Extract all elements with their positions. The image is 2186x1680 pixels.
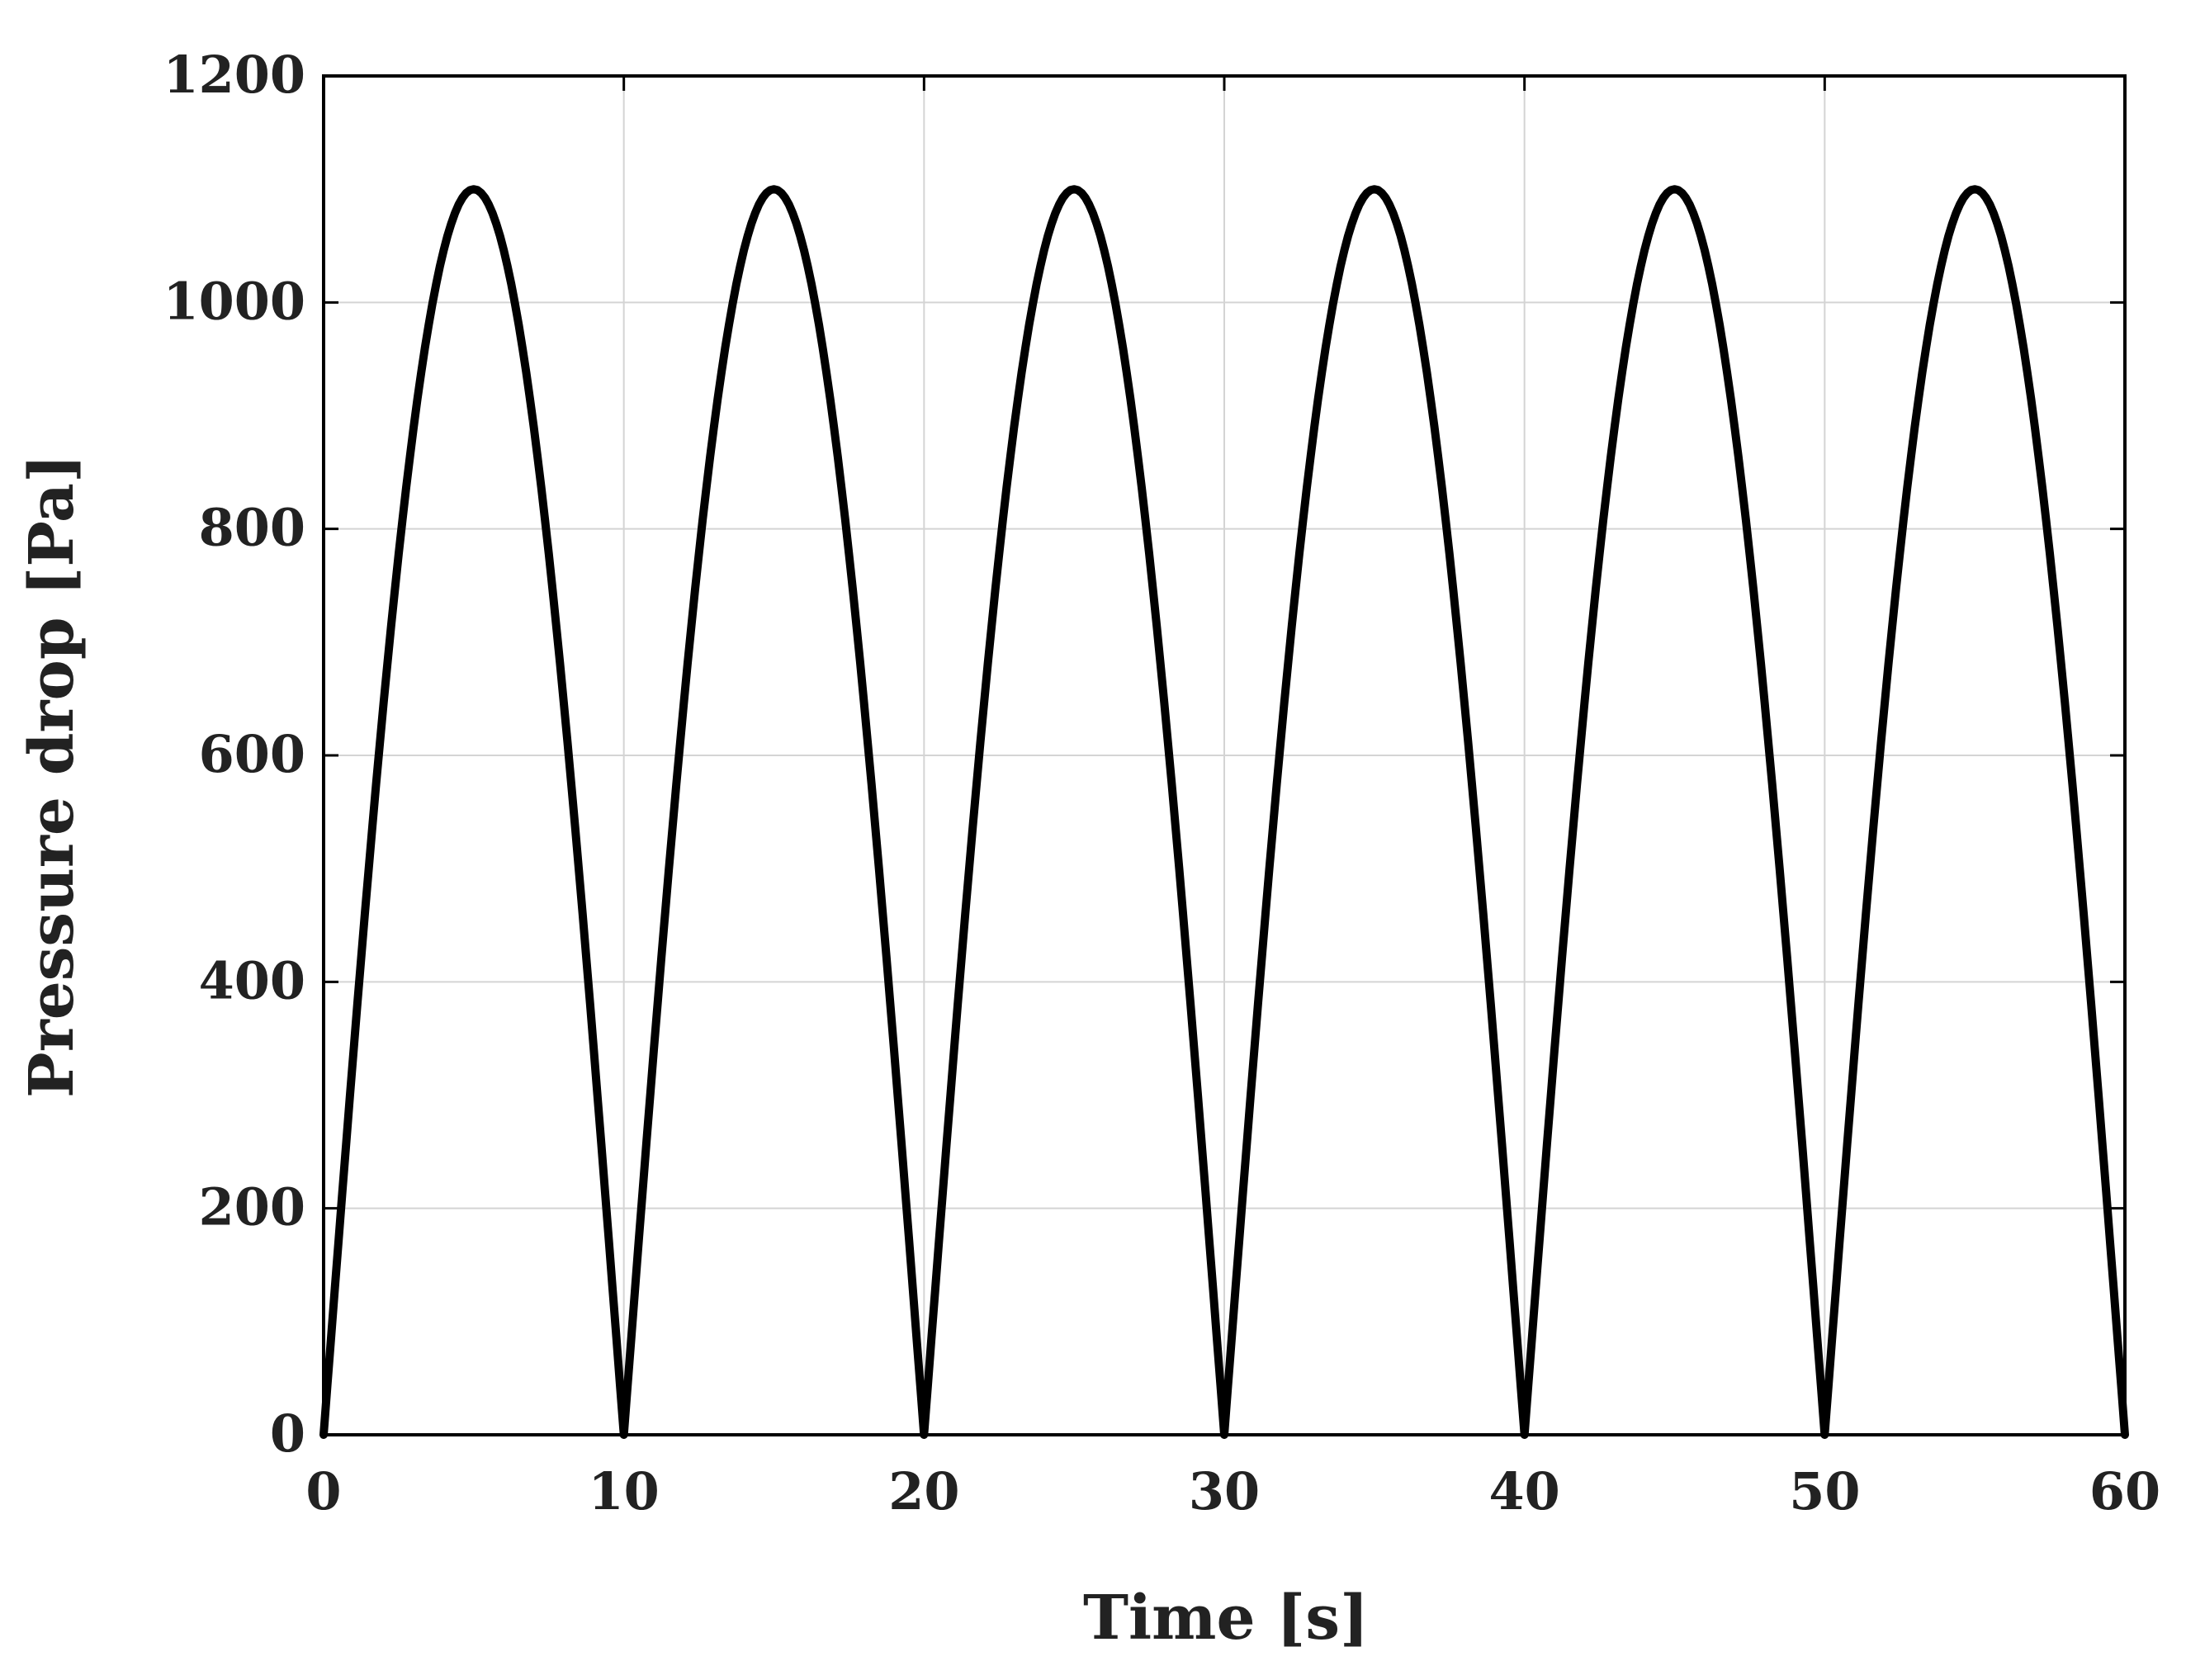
y-tick-label: 200 — [199, 1177, 305, 1238]
grid-layer — [323, 75, 2126, 1436]
y-axis-label: Pressure drop [Pa] — [17, 454, 88, 1098]
y-tick-label: 0 — [270, 1403, 305, 1464]
y-tick-label: 1000 — [163, 271, 305, 331]
x-tick-label: 60 — [2089, 1461, 2160, 1521]
x-tick-label: 40 — [1489, 1461, 1560, 1521]
x-tick-label: 10 — [589, 1461, 660, 1521]
x-tick-label: 30 — [1189, 1461, 1260, 1521]
x-tick-label: 50 — [1789, 1461, 1860, 1521]
y-tick-label: 400 — [199, 950, 305, 1010]
y-tick-label: 800 — [199, 498, 305, 558]
x-tick-label: 0 — [305, 1461, 341, 1521]
y-tick-label: 1200 — [163, 45, 305, 105]
x-tick-label: 20 — [888, 1461, 959, 1521]
y-tick-label: 600 — [199, 724, 305, 784]
x-axis-label: Time [s] — [1083, 1583, 1369, 1654]
